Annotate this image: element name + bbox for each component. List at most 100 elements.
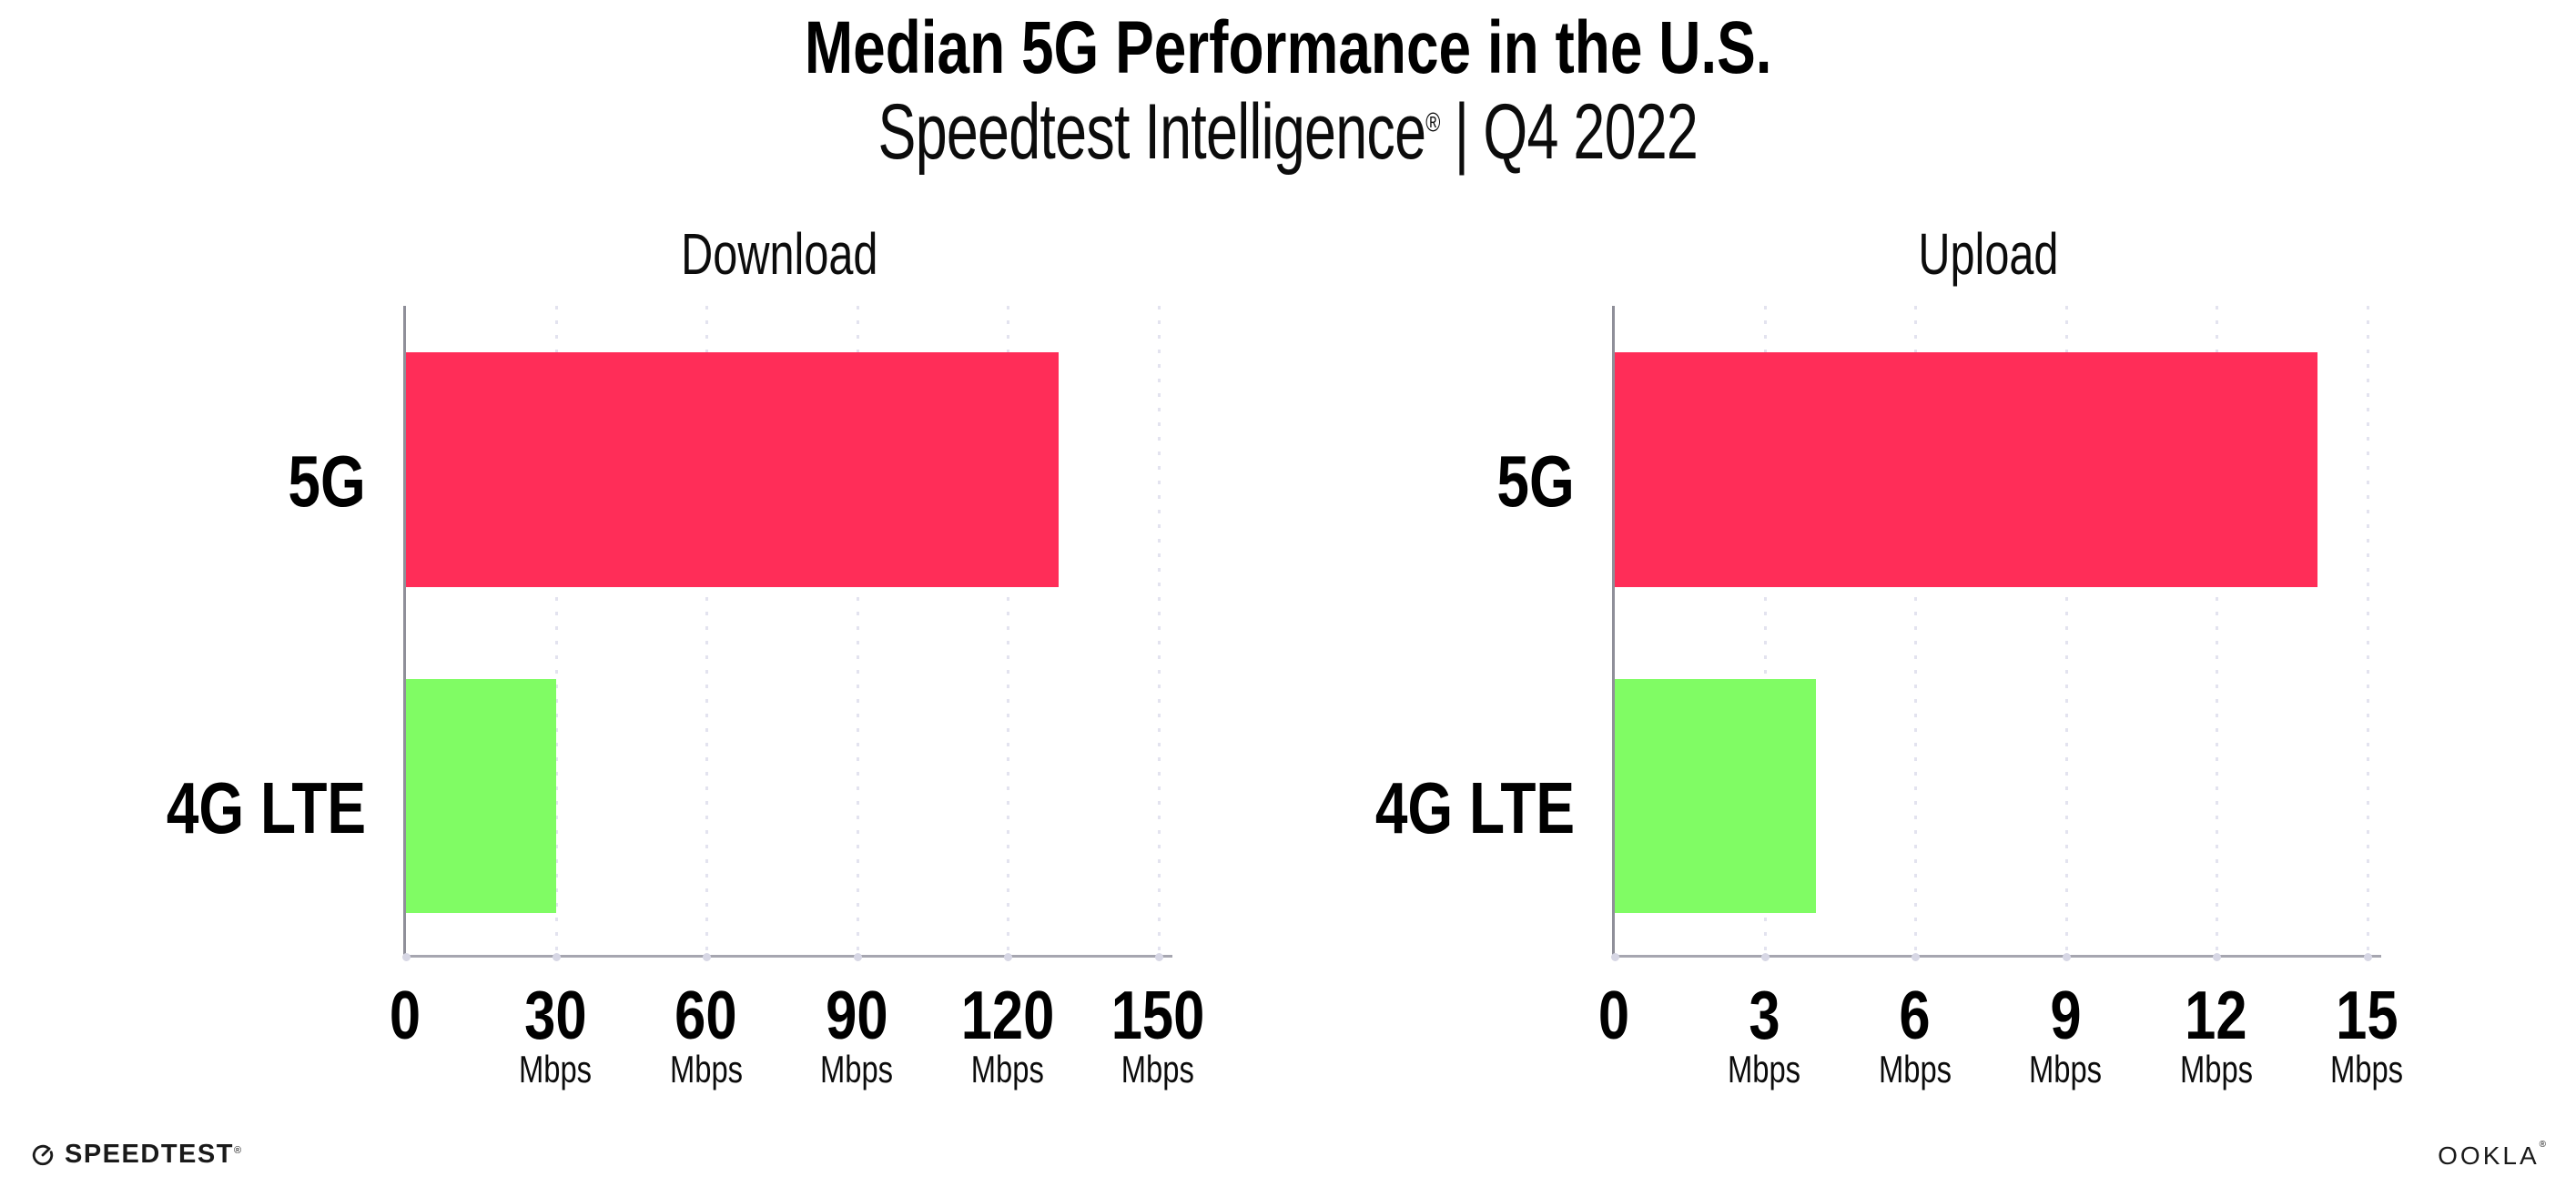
gridline-60 — [705, 306, 709, 955]
speedtest-logo: SPEEDTEST ® — [31, 1141, 241, 1168]
page-title: Median 5G Performance in the U.S. — [0, 11, 2576, 86]
bar-5g-download — [406, 352, 1059, 587]
category-label-text: 5G — [1496, 441, 1575, 522]
x-tick-value: 60 — [659, 977, 753, 1053]
chart-title-text-download: Download — [681, 221, 878, 287]
gridline-30 — [554, 306, 558, 955]
x-tick-value-text: 0 — [389, 977, 421, 1053]
x-tick-value: 0 — [386, 977, 424, 1053]
x-tick-unit: Mbps — [659, 1050, 753, 1089]
plot-area-upload — [1610, 306, 2381, 961]
x-tick-3-upload: 3 Mbps — [1718, 977, 1811, 1089]
ookla-registered-mark: ® — [2539, 1140, 2546, 1150]
x-tick-0-download: 0 — [386, 977, 424, 1053]
x-tick-value-text: 9 — [2050, 977, 2082, 1053]
x-tick-value-text: 60 — [674, 977, 737, 1053]
x-tick-unit: Mbps — [810, 1050, 904, 1089]
x-tick-15-upload: 15 Mbps — [2320, 977, 2414, 1089]
x-tick-unit: Mbps — [2019, 1050, 2113, 1089]
x-tick-value: 9 — [2019, 977, 2113, 1053]
x-tick-150-download: 150 Mbps — [1100, 977, 1214, 1089]
x-tick-unit: Mbps — [2169, 1050, 2263, 1089]
page-title-text: Median 5G Performance in the U.S. — [804, 6, 1772, 89]
x-tick-120-download: 120 Mbps — [950, 977, 1064, 1089]
speedtest-gauge-icon — [32, 1144, 54, 1165]
x-tick-unit-text: Mbps — [970, 1047, 1044, 1090]
x-tick-unit-text: Mbps — [1878, 1047, 1952, 1090]
x-tick-unit-text: Mbps — [1121, 1047, 1195, 1090]
x-tick-unit-text: Mbps — [1728, 1047, 1801, 1090]
category-label-5g-upload: 5G — [1010, 352, 1575, 587]
registered-mark: ® — [1425, 107, 1440, 138]
subtitle-text: Speedtest Intelligence® | Q4 2022 — [878, 91, 1699, 173]
x-tick-value-text: 3 — [1749, 977, 1780, 1053]
x-tick-value-text: 0 — [1597, 977, 1630, 1053]
x-tick-value-text: 30 — [524, 977, 587, 1053]
x-tick-value: 0 — [1595, 977, 1633, 1053]
subtitle-brand: Speedtest Intelligence — [877, 88, 1426, 176]
x-tick-unit-text: Mbps — [2179, 1047, 2253, 1090]
bar-4g-lte-download — [406, 679, 557, 913]
x-tick-unit: Mbps — [509, 1050, 603, 1089]
x-tick-value: 150 — [1100, 977, 1214, 1053]
gridline-3 — [1763, 306, 1767, 955]
category-label-4g-lte-upload: 4G LTE — [1010, 679, 1575, 913]
axis-base-dot-15 — [2363, 953, 2372, 961]
x-tick-value: 6 — [1868, 981, 1962, 1049]
ookla-wordmark: OOKLA — [2438, 1141, 2540, 1170]
category-label-4g-lte-download: 4G LTE — [0, 679, 366, 913]
axis-base-dot-9 — [2062, 953, 2071, 961]
bar-5g-upload — [1615, 352, 2317, 587]
axis-base-dot-60 — [703, 953, 712, 961]
category-label-text: 5G — [288, 441, 366, 522]
x-tick-unit-text: Mbps — [2329, 1047, 2404, 1090]
gridline-90 — [856, 306, 859, 955]
gridline-15 — [2366, 306, 2369, 955]
speedtest-wordmark: SPEEDTEST — [65, 1140, 234, 1169]
plot-area-download — [401, 306, 1172, 961]
x-tick-unit-text: Mbps — [669, 1047, 743, 1090]
axis-base-dot-120 — [1004, 953, 1013, 961]
x-tick-unit: Mbps — [2320, 1050, 2414, 1089]
x-tick-value: 120 — [950, 977, 1064, 1053]
chart-title-text-upload: Upload — [1918, 221, 2059, 287]
axis-base-dot-150 — [1154, 953, 1163, 961]
chart-title-upload: Upload — [1612, 221, 2365, 287]
axis-base-dot-0 — [1610, 953, 1619, 961]
axis-base-dot-0 — [401, 953, 411, 961]
x-tick-value: 90 — [810, 981, 904, 1049]
x-tick-value-text: 120 — [960, 977, 1054, 1053]
x-tick-value: 3 — [1718, 977, 1811, 1053]
x-tick-9-upload: 9 Mbps — [2019, 977, 2113, 1089]
bar-4g-lte-upload — [1615, 679, 1816, 913]
axis-base-dot-6 — [1912, 953, 1921, 961]
x-tick-unit-text: Mbps — [519, 1047, 593, 1090]
x-tick-60-download: 60 Mbps — [659, 977, 753, 1089]
x-tick-value-text: 12 — [2185, 977, 2247, 1053]
chart-title-download: Download — [403, 221, 1156, 287]
x-tick-90-download: 90 Mbps — [810, 981, 904, 1089]
x-tick-value-text: 15 — [2335, 977, 2399, 1053]
gridline-12 — [2216, 306, 2219, 955]
x-tick-value: 12 — [2169, 977, 2263, 1053]
subtitle-period: Q4 2022 — [1483, 88, 1699, 176]
gridline-6 — [1914, 306, 1918, 955]
gridline-9 — [2064, 306, 2068, 955]
x-tick-value: 15 — [2320, 977, 2414, 1053]
x-tick-0-upload: 0 — [1595, 977, 1633, 1053]
x-tick-value: 30 — [509, 977, 603, 1053]
axis-base-dot-12 — [2213, 953, 2222, 961]
x-tick-unit: Mbps — [950, 1050, 1064, 1089]
x-tick-unit: Mbps — [1718, 1050, 1811, 1089]
x-tick-unit-text: Mbps — [2029, 1047, 2103, 1090]
x-tick-unit: Mbps — [1100, 1050, 1214, 1089]
speedtest-trademark: ® — [233, 1145, 242, 1156]
axis-base-dot-3 — [1760, 953, 1770, 961]
subtitle: Speedtest Intelligence® | Q4 2022 — [0, 91, 2576, 173]
axis-base-dot-90 — [853, 953, 862, 961]
x-tick-value-text: 150 — [1111, 977, 1205, 1053]
x-tick-30-download: 30 Mbps — [509, 977, 603, 1089]
category-label-5g-download: 5G — [0, 352, 366, 587]
axis-base-dot-30 — [552, 953, 561, 961]
